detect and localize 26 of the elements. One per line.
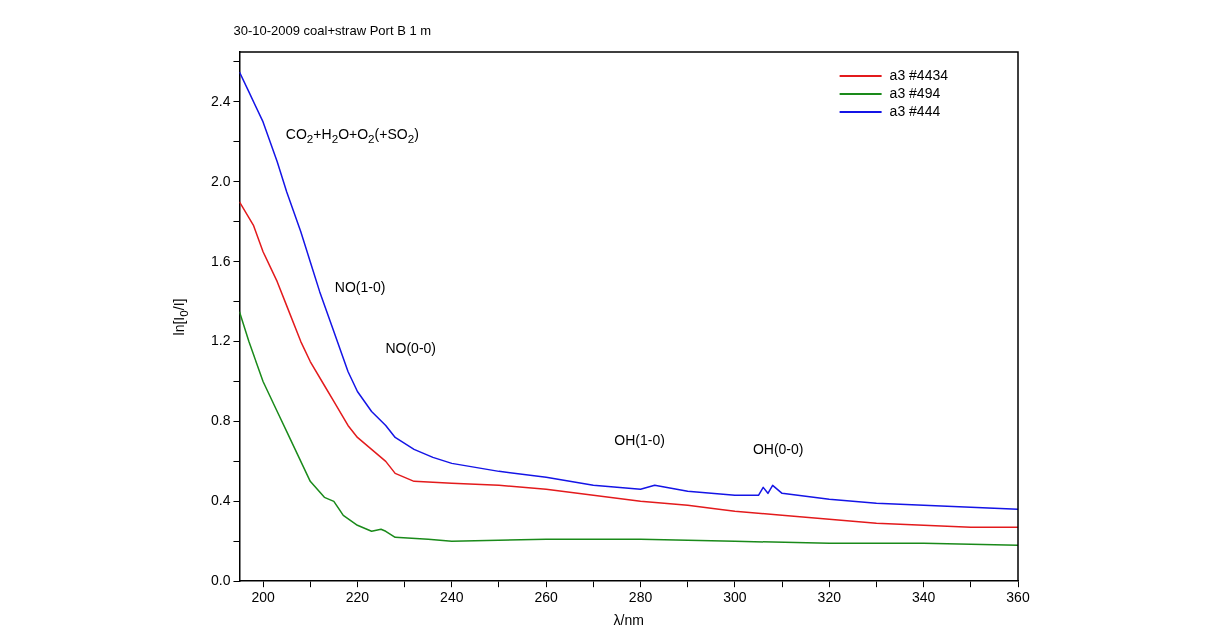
x-tick-label: 200: [251, 589, 275, 606]
annotation: OH(0-0): [752, 440, 804, 457]
annotation: NO(1-0): [334, 279, 386, 296]
y-tick-label: 2.0: [210, 172, 231, 189]
x-tick-label: 280: [628, 589, 653, 606]
y-tick-label: 1.2: [210, 332, 231, 349]
x-axis-title: λ/nm: [613, 612, 644, 629]
chart-title: 30-10-2009 coal+straw Port B 1 m: [233, 23, 432, 38]
annotation: OH(1-0): [614, 431, 665, 448]
legend-label: a3 #494: [889, 84, 941, 101]
y-tick-label: 0.8: [210, 412, 231, 429]
y-tick-label: 2.4: [210, 92, 231, 109]
x-tick-label: 340: [911, 589, 936, 606]
x-tick-label: 360: [1006, 589, 1030, 606]
legend-label: a3 #4434: [889, 66, 949, 83]
x-tick-label: 220: [345, 589, 370, 606]
annotation: NO(0-0): [385, 339, 437, 356]
x-tick-label: 300: [723, 589, 747, 606]
text: CO$_{2}$+H$_{2}$O+O$_{2}$(+SO$_{2}$): [285, 125, 419, 145]
y-tick-label: 1.6: [210, 252, 231, 269]
y-tick-label: 0.4: [210, 492, 231, 509]
legend-label: a3 #444: [889, 102, 941, 119]
y-tick-label: 0.0: [210, 572, 231, 589]
x-tick-label: 240: [440, 589, 464, 606]
x-tick-label: 260: [534, 589, 559, 606]
x-tick-label: 320: [817, 589, 842, 606]
